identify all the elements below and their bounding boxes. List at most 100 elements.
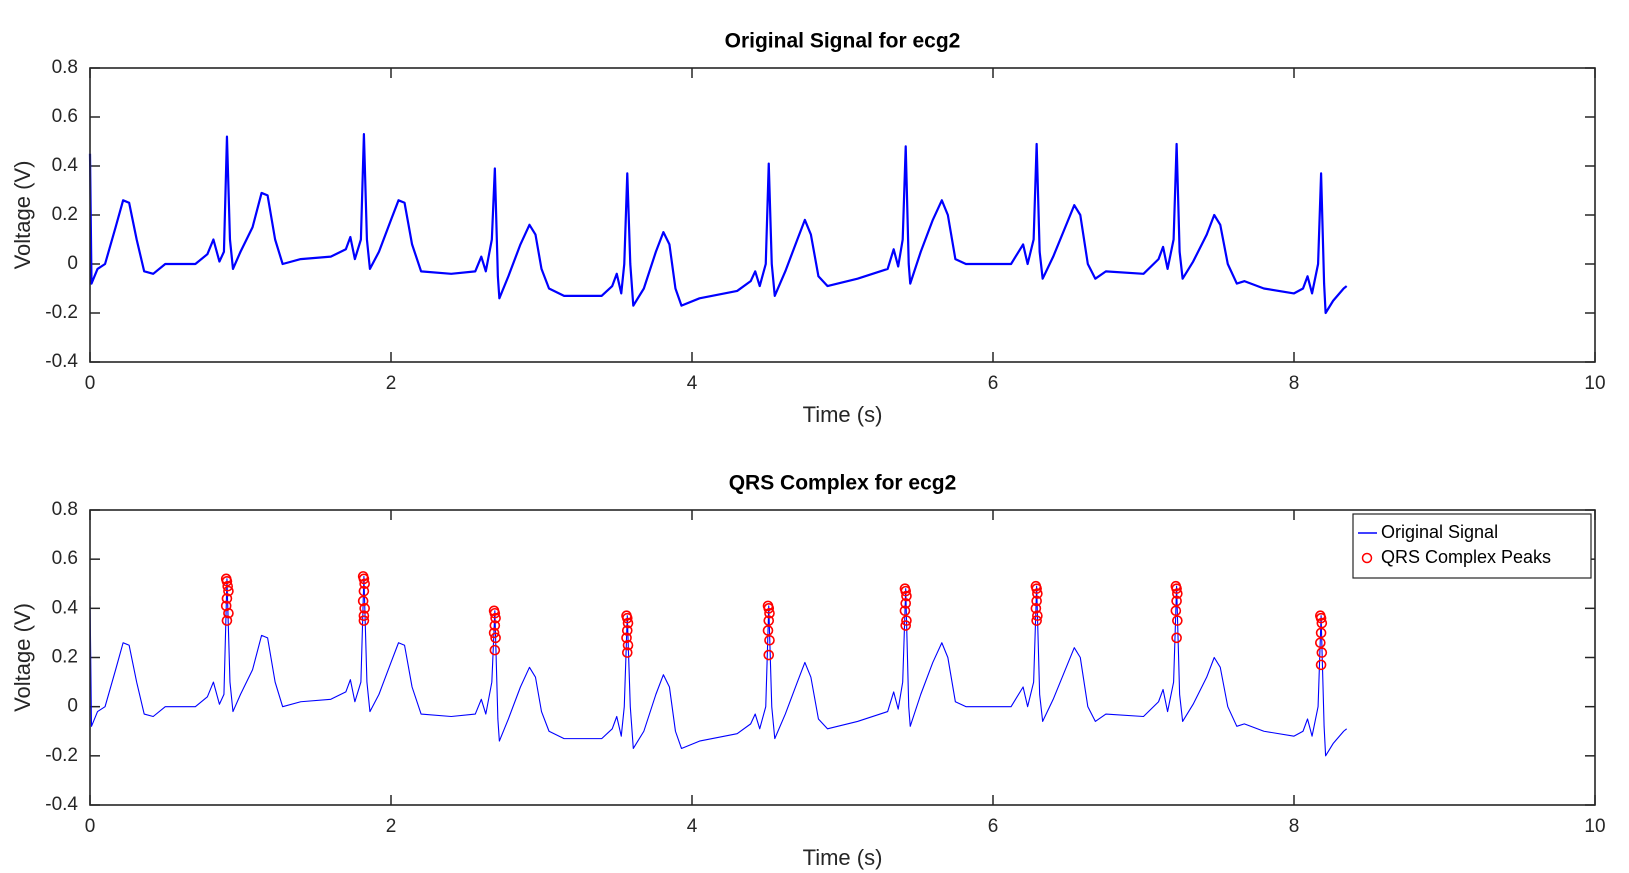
peak-marker xyxy=(488,627,500,639)
peak-marker xyxy=(357,595,369,607)
x-tick-label: 10 xyxy=(1584,373,1605,394)
peak-marker xyxy=(1172,615,1183,626)
peak-marker xyxy=(1172,588,1183,599)
peak-marker xyxy=(1031,615,1042,626)
y-tick-label: 0.8 xyxy=(52,499,78,520)
peak-marker xyxy=(1032,588,1043,599)
peak-marker xyxy=(358,585,370,597)
peak-marker xyxy=(900,585,912,597)
peak-marker xyxy=(1315,612,1327,624)
peak-marker xyxy=(1031,583,1042,594)
x-tick-label: 0 xyxy=(85,373,96,394)
chart: Original Signal for ecg2 Time (s) Voltage … xyxy=(10,30,1606,427)
peak-marker xyxy=(489,644,501,656)
y-tick-label: 0.4 xyxy=(52,155,79,176)
peak-marker xyxy=(621,625,633,636)
y-tick-label: -0.4 xyxy=(45,794,78,815)
chart-title: QRS Complex for ecg2 xyxy=(729,472,957,495)
x-tick-label: 8 xyxy=(1289,373,1300,394)
peak-marker xyxy=(764,607,775,619)
y-axis-label: Voltage (V) xyxy=(10,161,35,270)
chart-title: Original Signal for ecg2 xyxy=(725,30,961,53)
peak-marker xyxy=(359,578,370,590)
peak-marker xyxy=(900,598,912,609)
peak-marker xyxy=(489,607,501,619)
peak-marker xyxy=(359,603,370,614)
peak-marker xyxy=(1032,610,1043,622)
peak-marker xyxy=(221,575,233,587)
peak-marker xyxy=(1031,595,1042,607)
peak-marker xyxy=(1315,659,1327,671)
peak-marker xyxy=(762,625,774,636)
plot-area xyxy=(90,68,1595,362)
y-tick-label: 0.2 xyxy=(52,204,78,225)
x-tick-label: 4 xyxy=(687,816,698,837)
peak-marker xyxy=(1315,627,1327,639)
peak-marker xyxy=(358,615,370,626)
peak-marker xyxy=(1315,637,1326,649)
peak-marker xyxy=(621,612,633,624)
peak-marker xyxy=(1171,595,1182,607)
peak-marker xyxy=(763,603,775,614)
peak-marker xyxy=(220,600,232,612)
peak-marker xyxy=(490,632,501,644)
peak-marker xyxy=(901,615,912,626)
peak-marker xyxy=(490,612,501,624)
peak-marker xyxy=(223,585,234,597)
y-tick-label: -0.2 xyxy=(45,302,78,323)
peak-marker xyxy=(900,620,912,631)
peak-marker xyxy=(489,620,501,631)
signal-line xyxy=(88,133,1348,315)
y-tick-label: -0.2 xyxy=(45,745,78,766)
y-tick-label: 0.6 xyxy=(52,548,78,569)
x-tick-label: 6 xyxy=(988,816,999,837)
peak-marker xyxy=(622,617,634,629)
peak-marker xyxy=(622,639,634,651)
x-tick-label: 6 xyxy=(988,373,999,394)
x-tick-label: 4 xyxy=(687,373,698,394)
peak-marker xyxy=(1171,632,1182,644)
peak-marker xyxy=(1316,617,1328,629)
peak-marker xyxy=(221,593,233,604)
x-tick-label: 2 xyxy=(386,816,397,837)
peak-marker xyxy=(1170,605,1182,617)
y-axis-label: Voltage (V) xyxy=(10,603,35,712)
y-tick-label: 0.8 xyxy=(52,57,78,78)
peak-marker xyxy=(1171,583,1182,594)
peak-marker xyxy=(1316,647,1328,658)
peak-marker xyxy=(899,605,911,617)
peak-marker xyxy=(222,580,234,592)
axes-box xyxy=(89,509,1596,806)
y-tick-label: 0 xyxy=(67,696,78,717)
plot-area xyxy=(90,510,1595,805)
signal-line xyxy=(89,575,1348,757)
legend-box xyxy=(1352,513,1592,579)
x-tick-label: 8 xyxy=(1289,816,1300,837)
peak-marker xyxy=(763,649,775,661)
y-tick-label: -0.4 xyxy=(45,351,78,372)
x-tick-label: 10 xyxy=(1584,816,1605,837)
peak-marker xyxy=(763,615,775,626)
chart: QRS Complex for ecg2 Time (s) Voltage (V) 0… xyxy=(10,472,1606,870)
peak-marker xyxy=(621,632,632,644)
legend-label: QRS Complex Peaks xyxy=(1381,547,1551,567)
peak-marker xyxy=(223,607,234,619)
y-tick-label: 0.4 xyxy=(52,597,79,618)
peak-marker xyxy=(1030,603,1042,614)
x-axis-label: Time (s) xyxy=(803,845,883,870)
peak-marker xyxy=(221,615,233,626)
x-tick-label: 0 xyxy=(85,816,96,837)
y-tick-label: 0.2 xyxy=(52,647,78,668)
x-tick-label: 2 xyxy=(386,373,397,394)
legend-label: Original Signal xyxy=(1381,522,1498,542)
legend: Original Signal QRS Complex Peaks xyxy=(1352,513,1592,579)
legend-marker xyxy=(1361,552,1373,564)
peak-marker xyxy=(901,590,912,602)
peak-marker xyxy=(621,647,633,658)
peak-marker xyxy=(358,610,370,622)
y-tick-label: 0.6 xyxy=(52,106,78,127)
peak-marker xyxy=(358,573,370,585)
y-tick-label: 0 xyxy=(67,253,78,274)
peak-marker xyxy=(764,634,775,646)
